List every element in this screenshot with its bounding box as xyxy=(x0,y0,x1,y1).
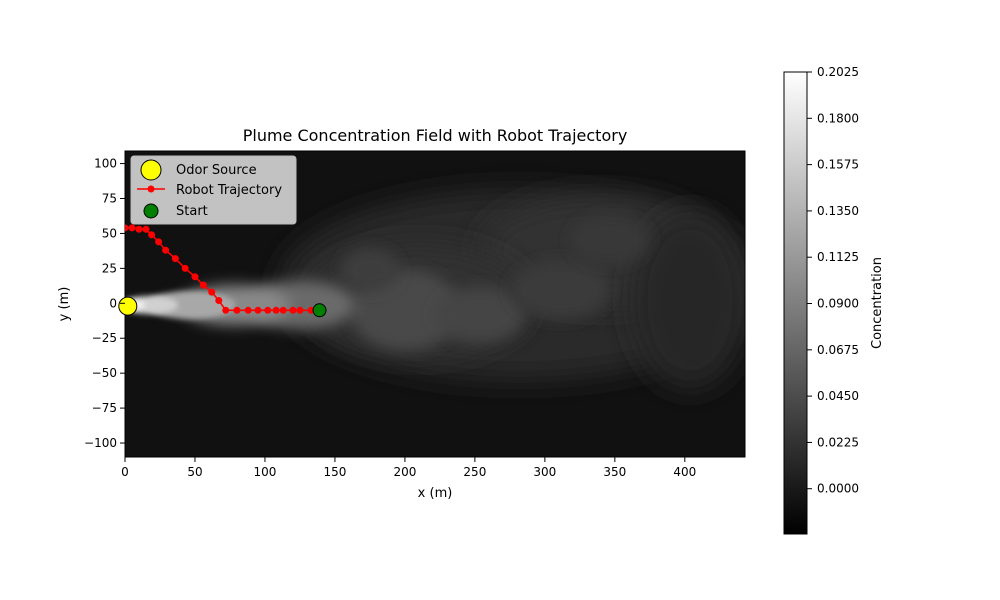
trajectory-point xyxy=(171,255,179,263)
colorbar-label: Concentration xyxy=(870,257,885,349)
x-tick-label: 350 xyxy=(603,465,626,479)
trajectory-point xyxy=(208,288,216,296)
legend: Odor Source Robot Trajectory Start xyxy=(130,155,297,225)
chart-title: Plume Concentration Field with Robot Tra… xyxy=(243,126,628,145)
colorbar-tick-label: 0.1125 xyxy=(817,250,859,264)
x-tick-label: 150 xyxy=(323,465,346,479)
plume-field xyxy=(125,190,745,390)
colorbar-tick-label: 0.0450 xyxy=(817,389,859,403)
y-tick-label: −50 xyxy=(92,366,117,380)
trajectory-point xyxy=(272,306,280,314)
trajectory-point xyxy=(264,306,272,314)
trajectory-point xyxy=(155,238,163,246)
legend-box xyxy=(130,155,297,225)
trajectory-point xyxy=(296,306,304,314)
x-tick-label: 100 xyxy=(254,465,277,479)
trajectory-point xyxy=(233,306,241,314)
y-tick-label: −100 xyxy=(84,436,117,450)
plot-area xyxy=(124,150,746,458)
x-tick-label: 250 xyxy=(463,465,486,479)
trajectory-point xyxy=(128,224,136,232)
trajectory-point xyxy=(254,306,262,314)
y-tick-label: 100 xyxy=(94,157,117,171)
y-axis: 100 75 50 25 0 −25 −50 −75 −100 xyxy=(84,157,125,450)
odor-source-marker xyxy=(118,296,138,316)
trajectory-point xyxy=(125,224,129,232)
colorbar-tick-label: 0.0675 xyxy=(817,343,859,357)
trajectory-point xyxy=(142,225,150,233)
colorbar-tick-label: 0.1350 xyxy=(817,204,859,218)
marker-layer xyxy=(118,296,327,318)
trajectory-point xyxy=(135,225,143,233)
x-tick-label: 50 xyxy=(187,465,202,479)
y-tick-label: −25 xyxy=(92,331,117,345)
colorbar-tick-label: 0.0225 xyxy=(817,435,859,449)
trajectory-point xyxy=(222,306,230,314)
trajectory-point xyxy=(191,273,199,281)
colorbar-tick-label: 0.1800 xyxy=(817,111,859,125)
x-tick-label: 0 xyxy=(121,465,129,479)
trajectory-point xyxy=(289,306,297,314)
colorbar-gradient xyxy=(783,71,808,535)
colorbar-tick-label: 0.0000 xyxy=(817,482,859,496)
y-axis-label: y (m) xyxy=(57,287,72,322)
trajectory-point xyxy=(148,231,156,239)
colorbar-ticks: 0.2025 0.1800 0.1575 0.1350 0.1125 0.0900 0.06… xyxy=(807,65,859,496)
colorbar-tick-label: 0.1575 xyxy=(817,158,859,172)
y-tick-label: 25 xyxy=(102,261,117,275)
trajectory-point xyxy=(162,246,170,254)
y-tick-label: −75 xyxy=(92,401,117,415)
legend-odor-source-icon xyxy=(140,159,162,181)
y-tick-label: 75 xyxy=(102,192,117,206)
legend-start-icon xyxy=(143,203,159,219)
trajectory-point xyxy=(279,306,287,314)
trajectory-point xyxy=(215,297,223,305)
trajectory-point xyxy=(181,264,189,272)
y-tick-label: 50 xyxy=(102,226,117,240)
colorbar-tick-label: 0.0900 xyxy=(817,297,859,311)
colorbar-tick-label: 0.2025 xyxy=(817,65,859,79)
x-axis-label: x (m) xyxy=(418,486,453,501)
legend-start-label: Start xyxy=(176,204,208,219)
trajectory-point xyxy=(199,281,207,289)
x-tick-label: 300 xyxy=(533,465,556,479)
trajectory-point xyxy=(244,306,252,314)
legend-trajectory-dot-icon xyxy=(147,185,155,193)
start-marker xyxy=(312,303,327,318)
legend-trajectory-label: Robot Trajectory xyxy=(176,183,282,198)
legend-odor-source-label: Odor Source xyxy=(176,163,257,178)
x-tick-label: 200 xyxy=(393,465,416,479)
colorbar: 0.2025 0.1800 0.1575 0.1350 0.1125 0.0900 0.06… xyxy=(783,65,885,535)
x-axis: 0 50 100 150 200 250 300 350 400 xyxy=(121,457,696,479)
y-tick-label: 0 xyxy=(109,296,117,310)
x-tick-label: 400 xyxy=(673,465,696,479)
